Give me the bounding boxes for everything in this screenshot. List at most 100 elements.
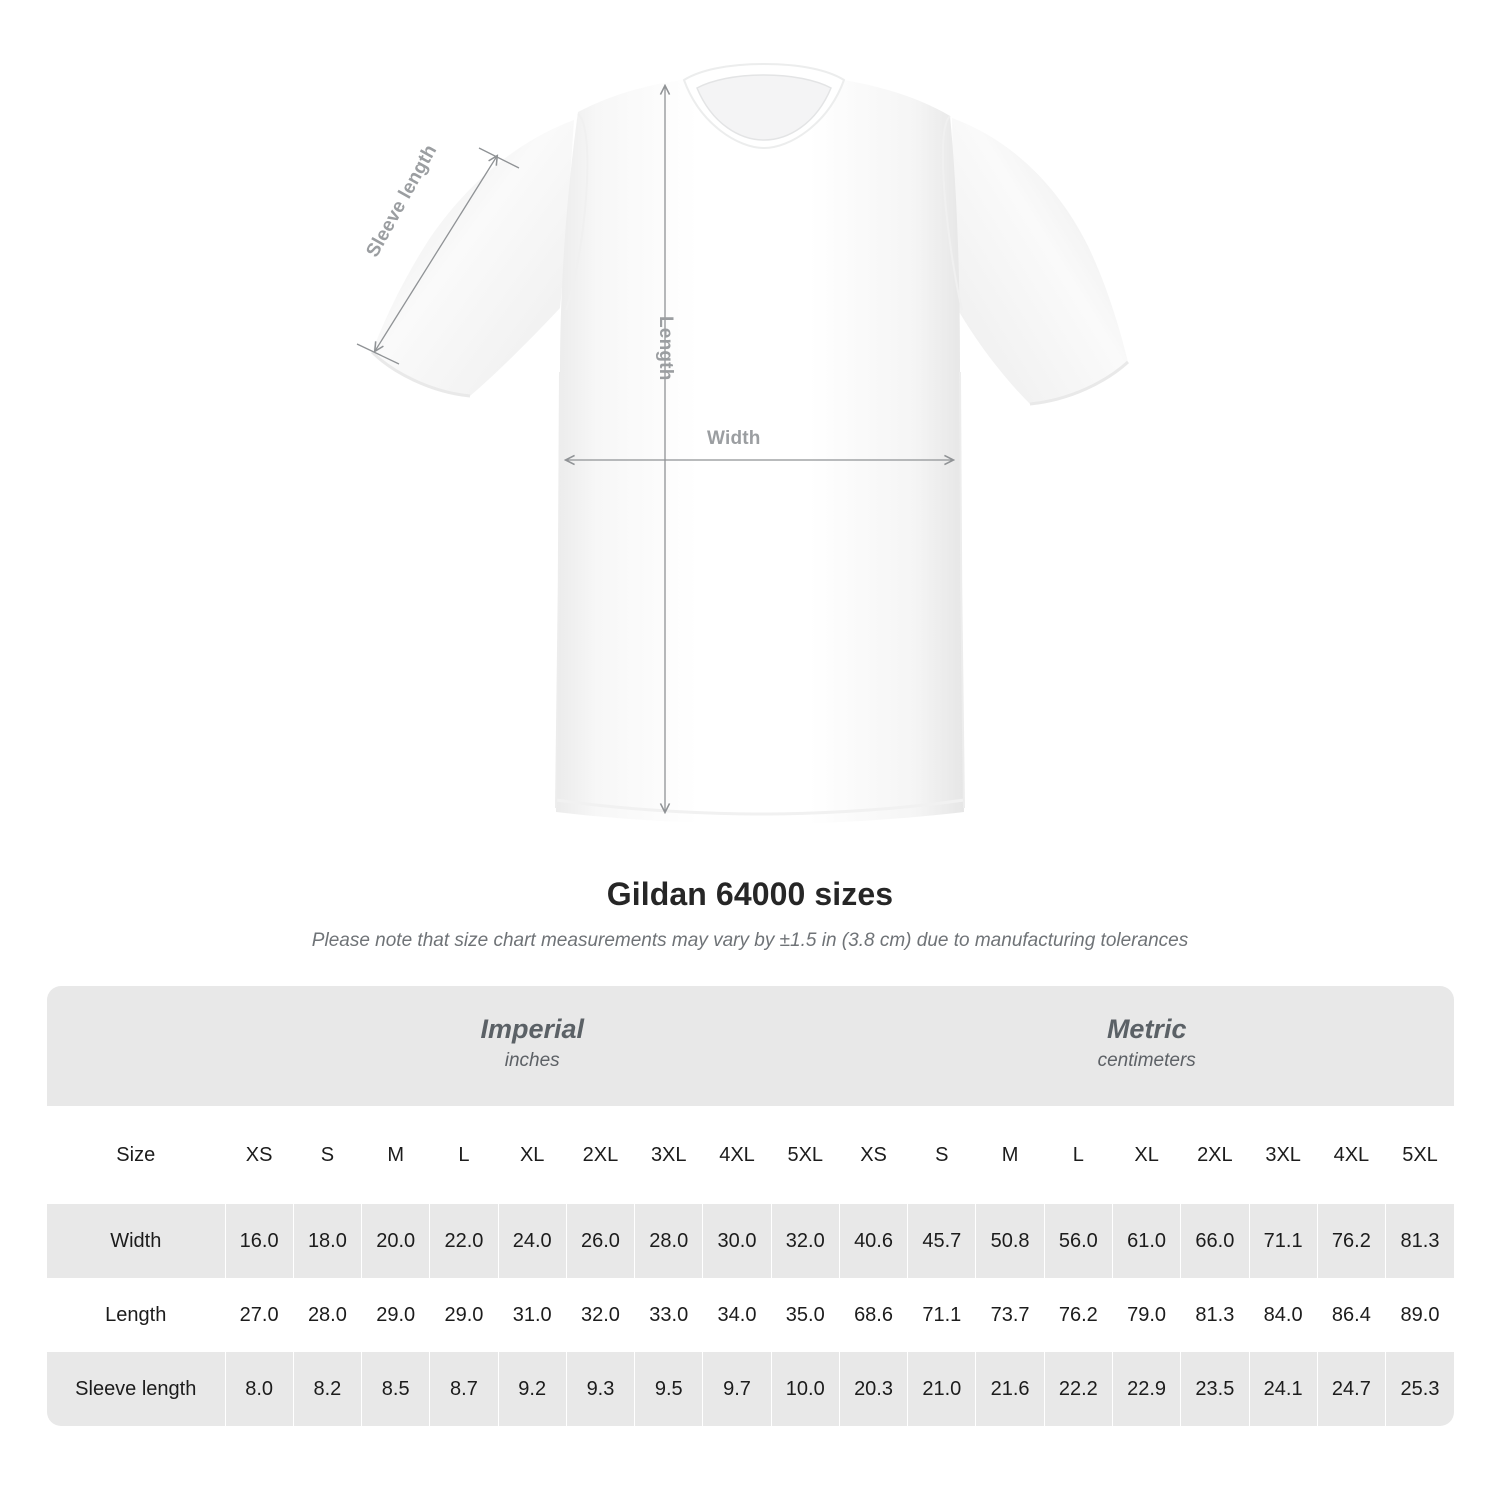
cell-length-metric-l: 76.2 (1043, 1278, 1113, 1352)
cell-sleeve-metric-2xl: 23.5 (1180, 1352, 1249, 1426)
chart-subtitle: Please note that size chart measurements… (311, 930, 1189, 951)
size-cell-metric-m: M (975, 1106, 1045, 1204)
cell-sleeve-imperial-5xl: 10.0 (770, 1352, 840, 1426)
cell-length-metric-m: 73.7 (975, 1278, 1045, 1352)
size-cell-imperial-xs: XS (224, 1106, 294, 1204)
size-cell-metric-s: S (907, 1106, 976, 1204)
cell-sleeve-metric-s: 21.0 (907, 1352, 976, 1426)
measurement-guides (356, 86, 953, 812)
cell-width-imperial-xl: 24.0 (497, 1204, 567, 1278)
size-cell-metric-l: L (1043, 1106, 1113, 1204)
size-table-wrap: Imperial inches Metric centimeters Size … (46, 986, 1454, 1426)
cell-width-imperial-2xl: 26.0 (565, 1204, 635, 1278)
table-row-sleeve-length: Sleeve length 8.0 8.2 8.5 8.7 9.2 9.3 9.… (46, 1352, 1454, 1426)
cell-length-metric-3xl: 84.0 (1248, 1278, 1318, 1352)
cell-length-metric-5xl: 89.0 (1385, 1278, 1454, 1352)
unit-name-imperial: Imperial (480, 1014, 584, 1045)
unit-header-row: Imperial inches Metric centimeters (46, 986, 1454, 1106)
tshirt-shape (370, 62, 1130, 824)
cell-width-imperial-4xl: 30.0 (702, 1204, 772, 1278)
cell-length-imperial-4xl: 34.0 (702, 1278, 772, 1352)
size-cell-metric-xs: XS (838, 1106, 908, 1204)
cell-width-metric-3xl: 71.1 (1248, 1204, 1318, 1278)
row-header-length: Length (46, 1278, 226, 1352)
size-cell-imperial-m: M (361, 1106, 430, 1204)
table-row-width: Width 16.0 18.0 20.0 22.0 24.0 26.0 28.0… (46, 1204, 1454, 1278)
unit-sub-imperial: inches (504, 1049, 560, 1071)
cell-sleeve-imperial-xs: 8.0 (224, 1352, 294, 1426)
cell-width-metric-s: 45.7 (907, 1204, 976, 1278)
cell-width-metric-m: 50.8 (975, 1204, 1045, 1278)
cell-sleeve-imperial-4xl: 9.7 (702, 1352, 772, 1426)
unit-sub-metric: centimeters (1097, 1049, 1196, 1071)
cell-sleeve-imperial-l: 8.7 (429, 1352, 499, 1426)
tshirt-diagram: Sleeve length Length Width (356, 62, 1130, 824)
cell-length-metric-s: 71.1 (907, 1278, 976, 1352)
row-header-size: Size (46, 1106, 226, 1204)
length-label: Length (655, 316, 676, 381)
cell-sleeve-metric-3xl: 24.1 (1248, 1352, 1318, 1426)
size-cell-imperial-4xl: 4XL (702, 1106, 772, 1204)
table-row-length: Length 27.0 28.0 29.0 29.0 31.0 32.0 33.… (46, 1278, 1454, 1352)
size-cell-imperial-xl: XL (497, 1106, 567, 1204)
cell-sleeve-imperial-2xl: 9.3 (565, 1352, 635, 1426)
cell-length-metric-xs: 68.6 (838, 1278, 908, 1352)
size-table: Imperial inches Metric centimeters Size … (46, 986, 1454, 1426)
sleeve-tick-bottom (356, 343, 400, 365)
size-cell-metric-xl: XL (1111, 1106, 1181, 1204)
cell-width-imperial-s: 18.0 (292, 1204, 362, 1278)
cell-width-metric-xs: 40.6 (838, 1204, 908, 1278)
cell-width-imperial-xs: 16.0 (224, 1204, 294, 1278)
size-cell-imperial-s: S (292, 1106, 362, 1204)
cell-length-imperial-5xl: 35.0 (770, 1278, 840, 1352)
cell-length-imperial-m: 29.0 (361, 1278, 430, 1352)
cell-sleeve-metric-xl: 22.9 (1111, 1352, 1181, 1426)
cell-sleeve-imperial-s: 8.2 (292, 1352, 362, 1426)
size-cell-imperial-5xl: 5XL (770, 1106, 840, 1204)
size-cell-metric-5xl: 5XL (1385, 1106, 1454, 1204)
row-header-sleeve-length: Sleeve length (46, 1352, 226, 1426)
cell-length-metric-2xl: 81.3 (1180, 1278, 1249, 1352)
cell-width-imperial-m: 20.0 (361, 1204, 430, 1278)
unit-spacer-cell (46, 986, 226, 1106)
size-cell-imperial-l: L (429, 1106, 499, 1204)
unit-cell-metric: Metric centimeters (839, 986, 1454, 1106)
chart-heading: Gildan 64000 sizes Please note that size… (0, 876, 1500, 952)
size-cell-metric-4xl: 4XL (1316, 1106, 1386, 1204)
cell-sleeve-metric-m: 21.6 (975, 1352, 1045, 1426)
sleeve-tick-top (478, 147, 520, 169)
cell-width-metric-4xl: 76.2 (1316, 1204, 1386, 1278)
cell-length-imperial-xs: 27.0 (224, 1278, 294, 1352)
cell-length-imperial-xl: 31.0 (497, 1278, 567, 1352)
cell-width-imperial-5xl: 32.0 (770, 1204, 840, 1278)
cell-length-metric-4xl: 86.4 (1316, 1278, 1386, 1352)
cell-width-imperial-l: 22.0 (429, 1204, 499, 1278)
cell-length-imperial-s: 28.0 (292, 1278, 362, 1352)
cell-width-metric-2xl: 66.0 (1180, 1204, 1249, 1278)
cell-sleeve-metric-4xl: 24.7 (1316, 1352, 1386, 1426)
cell-width-imperial-3xl: 28.0 (634, 1204, 703, 1278)
size-cell-imperial-2xl: 2XL (565, 1106, 635, 1204)
cell-sleeve-metric-5xl: 25.3 (1385, 1352, 1454, 1426)
cell-sleeve-imperial-3xl: 9.5 (634, 1352, 703, 1426)
cell-sleeve-metric-xs: 20.3 (838, 1352, 908, 1426)
cell-sleeve-metric-l: 22.2 (1043, 1352, 1113, 1426)
cell-length-imperial-2xl: 32.0 (565, 1278, 635, 1352)
cell-length-imperial-l: 29.0 (429, 1278, 499, 1352)
row-header-width: Width (46, 1204, 226, 1278)
unit-cell-imperial: Imperial inches (225, 986, 840, 1106)
size-cell-imperial-3xl: 3XL (634, 1106, 703, 1204)
cell-sleeve-imperial-xl: 9.2 (497, 1352, 567, 1426)
size-header-row: Size XS S M L XL 2XL 3XL 4XL 5XL XS S M … (46, 1106, 1454, 1204)
sleeve-arrow (375, 156, 497, 351)
cell-length-imperial-3xl: 33.0 (634, 1278, 703, 1352)
cell-sleeve-imperial-m: 8.5 (361, 1352, 430, 1426)
cell-width-metric-l: 56.0 (1043, 1204, 1113, 1278)
size-cell-metric-3xl: 3XL (1248, 1106, 1318, 1204)
unit-name-metric: Metric (1106, 1014, 1187, 1045)
size-cell-metric-2xl: 2XL (1180, 1106, 1249, 1204)
cell-length-metric-xl: 79.0 (1111, 1278, 1181, 1352)
cell-width-metric-xl: 61.0 (1111, 1204, 1181, 1278)
chart-title: Gildan 64000 sizes (606, 876, 894, 912)
